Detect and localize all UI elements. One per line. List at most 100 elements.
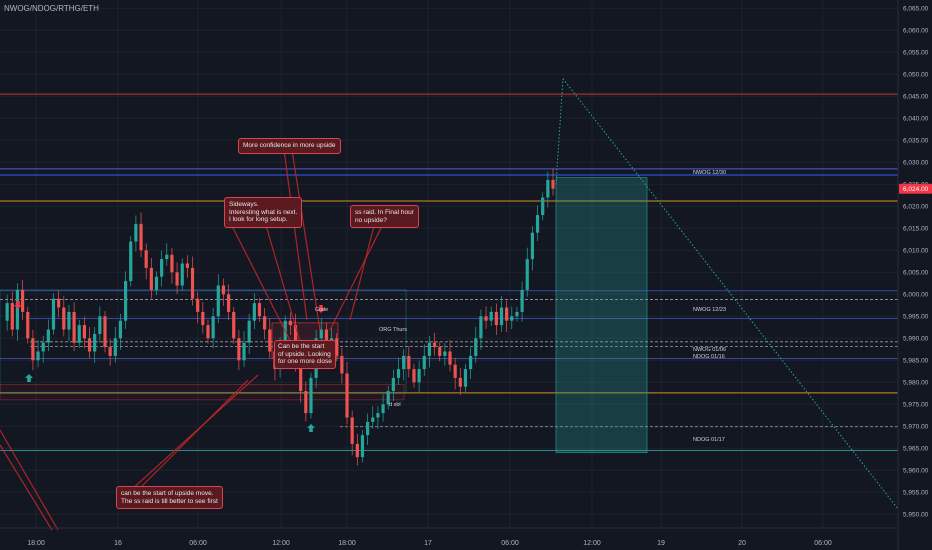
candle-body bbox=[221, 285, 226, 295]
annotation-pointer-line bbox=[291, 149, 321, 331]
up-arrow-icon bbox=[307, 424, 316, 432]
candle-body bbox=[505, 307, 509, 321]
candle-body bbox=[247, 320, 251, 343]
candle-body bbox=[355, 443, 359, 458]
price-tick-label: 5,995.00 bbox=[903, 313, 929, 320]
price-tick-label: 6,030.00 bbox=[903, 159, 929, 166]
candle-body bbox=[360, 435, 365, 458]
price-tick-label: 5,980.00 bbox=[903, 379, 929, 386]
candle-body bbox=[62, 307, 66, 330]
candle-body bbox=[479, 316, 483, 339]
price-tick-label: 5,985.00 bbox=[903, 357, 929, 364]
price-tick-label: 6,050.00 bbox=[903, 71, 929, 78]
annotation-pointer-line bbox=[119, 374, 259, 501]
candle-body bbox=[335, 338, 339, 356]
candle-body bbox=[469, 355, 473, 370]
candle-body bbox=[51, 298, 56, 330]
candle-body bbox=[237, 338, 241, 361]
candle-body bbox=[185, 263, 189, 268]
time-tick-label: 12:00 bbox=[272, 540, 290, 547]
annotation-pointer-line bbox=[229, 221, 301, 361]
price-tick-label: 6,000.00 bbox=[903, 291, 929, 298]
candle-body bbox=[499, 307, 504, 326]
candle-body bbox=[299, 364, 303, 392]
candle-body bbox=[206, 325, 210, 339]
candle-body bbox=[57, 298, 61, 308]
candle-body bbox=[407, 355, 411, 370]
candle-body bbox=[123, 281, 128, 321]
candle-body bbox=[268, 329, 272, 352]
candle-body bbox=[386, 391, 390, 405]
price-tick-label: 5,950.00 bbox=[903, 511, 929, 518]
candle-body bbox=[535, 215, 540, 233]
annotation-pointer-line bbox=[127, 379, 249, 501]
candle-body bbox=[26, 311, 30, 339]
candle-body bbox=[77, 325, 81, 343]
time-tick-label: 06:00 bbox=[814, 540, 832, 547]
candle-body bbox=[190, 267, 195, 299]
candle-body bbox=[288, 320, 292, 326]
candle-body bbox=[474, 338, 478, 356]
candle-body bbox=[515, 311, 519, 317]
candle-body bbox=[402, 355, 406, 370]
candle-body bbox=[10, 303, 14, 330]
candle-body bbox=[530, 232, 535, 260]
time-tick-label: 12:00 bbox=[583, 540, 601, 547]
candle-body bbox=[453, 364, 457, 378]
candle-body bbox=[546, 179, 550, 198]
time-tick-label: 06:00 bbox=[189, 540, 207, 547]
candle-body bbox=[427, 342, 432, 356]
annotation-more-confidence[interactable]: More confidence in more upside bbox=[238, 138, 341, 154]
price-tick-label: 6,045.00 bbox=[903, 93, 929, 100]
candle-body bbox=[15, 289, 20, 330]
candle-body bbox=[484, 316, 488, 321]
candle-body bbox=[144, 250, 148, 268]
down-arrow-icon bbox=[14, 301, 23, 309]
annotation-pointer-line bbox=[329, 221, 385, 331]
annotation-ss-raid[interactable]: ss raid. In Final hour no upside? bbox=[350, 205, 419, 228]
candle-body bbox=[31, 338, 35, 361]
price-axis[interactable]: 6,065.00 6,060.00 6,055.00 6,050.00 6,045.00… bbox=[897, 0, 932, 550]
time-tick-label: 18:00 bbox=[338, 540, 356, 547]
annotation-upside-move[interactable]: can be the start of upside move. The ss … bbox=[116, 486, 223, 509]
candle-body bbox=[520, 289, 524, 312]
candle-body bbox=[371, 417, 375, 422]
candle-body bbox=[304, 391, 308, 414]
symbol-title: NWOG/NDOG/RTHG/ETH bbox=[4, 4, 99, 13]
annotation-start-upside[interactable]: Can be the start of upside. Looking for … bbox=[274, 340, 336, 369]
annotation-pointer-line bbox=[283, 149, 308, 321]
candle-body bbox=[319, 329, 323, 339]
candle-body bbox=[417, 369, 421, 383]
candle-body bbox=[458, 377, 462, 387]
annotation-pointer-line bbox=[349, 221, 376, 321]
time-tick-label: 19 bbox=[657, 540, 665, 547]
price-tick-label: 6,020.00 bbox=[903, 203, 929, 210]
candle-body bbox=[103, 316, 107, 348]
candle-body bbox=[463, 369, 468, 387]
candle-body bbox=[82, 325, 86, 339]
price-tick-label: 5,970.00 bbox=[903, 423, 929, 430]
candle-body bbox=[443, 351, 447, 356]
candle-body bbox=[345, 373, 349, 418]
level-label-ndog-0116: NDOG 01/16 bbox=[693, 354, 725, 360]
annotation-sideways[interactable]: Sideways. Interesting what is next. I lo… bbox=[224, 197, 303, 228]
candle-body bbox=[551, 179, 555, 189]
candle-body bbox=[391, 377, 395, 392]
candle-body bbox=[381, 404, 385, 414]
candle-body bbox=[165, 254, 169, 260]
candle-body bbox=[129, 241, 133, 282]
up-arrow-icon bbox=[25, 374, 33, 382]
candle-body bbox=[46, 329, 50, 343]
time-tick-label: 18:00 bbox=[27, 540, 45, 547]
price-levels bbox=[0, 93, 898, 451]
annotation-pointer-line bbox=[264, 221, 304, 353]
candle-body bbox=[170, 254, 174, 273]
time-axis[interactable]: 18:00 16 06:00 12:00 18:00 17 06:00 12:00 19 20 06… bbox=[0, 527, 898, 547]
time-tick-label: 16 bbox=[114, 540, 122, 547]
price-tick-label: 6,015.00 bbox=[903, 225, 929, 232]
price-tick-label: 5,960.00 bbox=[903, 467, 929, 474]
time-tick-label: 20 bbox=[738, 540, 746, 547]
candle-body bbox=[494, 311, 498, 326]
candle-body bbox=[118, 320, 123, 339]
